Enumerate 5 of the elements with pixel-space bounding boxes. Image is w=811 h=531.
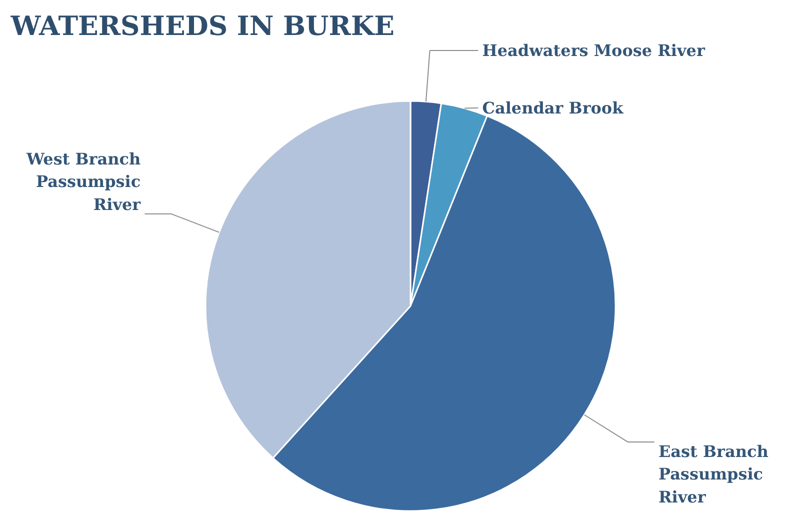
slice-label: Calendar Brook: [482, 98, 624, 118]
slice-label: Headwaters Moose River: [482, 40, 706, 60]
slice-label: West Branch Passumpsic River: [25, 149, 142, 214]
chart-title: WATERSHEDS IN BURKE: [10, 10, 394, 42]
slice-label: East Branch Passumpsic River: [658, 442, 769, 507]
